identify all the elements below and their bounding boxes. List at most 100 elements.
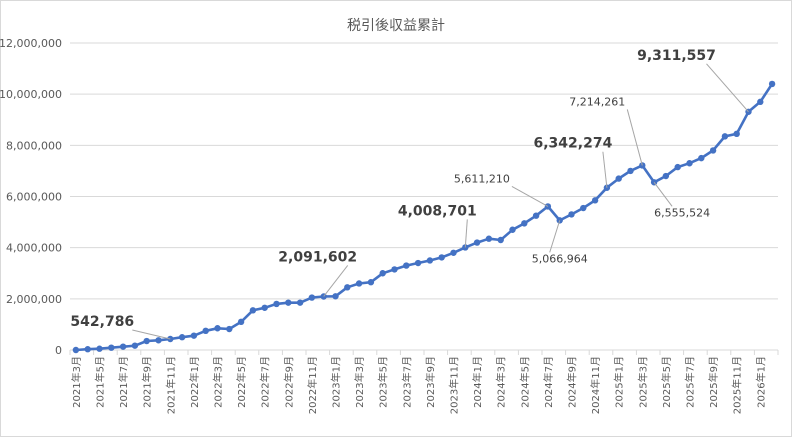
data-point (379, 270, 386, 277)
x-tick-label: 2023年3月 (353, 356, 366, 408)
data-label: 7,214,261 (569, 95, 625, 108)
data-point (627, 167, 634, 175)
y-tick-label: 2,000,000 (6, 293, 62, 306)
y-tick-label: 0 (55, 344, 62, 357)
x-tick-label: 2024年1月 (471, 356, 484, 408)
data-point (190, 332, 198, 339)
y-tick-label: 10,000,000 (0, 88, 62, 101)
leader-line (464, 219, 468, 248)
data-point (143, 337, 150, 345)
x-tick-label: 2025年5月 (660, 356, 673, 408)
data-point (214, 325, 221, 332)
data-point (509, 226, 516, 233)
data-point (285, 299, 292, 306)
data-point (521, 220, 528, 227)
data-point (131, 342, 139, 349)
data-point (261, 304, 268, 311)
x-tick-label: 2021年11月 (164, 356, 177, 414)
data-point (155, 337, 162, 344)
x-tick-label: 2022年9月 (282, 356, 295, 408)
x-tick-label: 2023年5月 (377, 356, 390, 408)
data-label: 5,611,210 (454, 172, 510, 185)
x-tick-label: 2022年3月 (212, 356, 225, 408)
data-point (591, 197, 599, 204)
data-label: 9,311,557 (637, 48, 716, 64)
x-tick-label: 2024年5月 (518, 356, 531, 408)
leader-line (132, 329, 171, 340)
x-tick-label: 2023年9月 (424, 356, 437, 408)
x-tick-label: 2023年1月 (330, 356, 343, 408)
data-point (273, 300, 280, 308)
leader-line (602, 151, 608, 188)
x-tick-label: 2022年5月 (235, 356, 248, 408)
data-point (226, 325, 233, 333)
leader-line (626, 109, 643, 166)
data-point (473, 239, 481, 246)
data-point (72, 346, 80, 354)
x-tick-label: 2023年7月 (400, 356, 413, 408)
data-point (296, 299, 304, 306)
x-tick-label: 2021年3月 (70, 356, 83, 408)
x-tick-label: 2025年11月 (731, 356, 744, 414)
data-label: 542,786 (70, 314, 134, 330)
data-point (615, 175, 622, 182)
x-tick-label: 2021年9月 (141, 356, 154, 408)
y-tick-label: 6,000,000 (6, 191, 62, 204)
x-tick-label: 2023年11月 (448, 356, 461, 414)
data-point (757, 98, 764, 106)
leader-line (706, 63, 749, 113)
data-point (768, 80, 776, 88)
data-point (580, 204, 587, 212)
data-label: 5,066,964 (532, 252, 588, 265)
x-tick-label: 2025年9月 (707, 356, 720, 408)
x-tick-label: 2024年9月 (566, 356, 579, 408)
data-point (686, 160, 693, 167)
data-point (355, 280, 363, 287)
leader-line (549, 220, 561, 253)
data-point (249, 307, 257, 314)
data-label: 4,008,701 (398, 203, 477, 219)
data-labels: 542,786 2,091,602 4,008,701 5,611,210 5,066,… (70, 48, 749, 340)
x-tick-label: 2026年1月 (754, 356, 767, 408)
data-point (698, 154, 705, 162)
data-point (497, 236, 504, 244)
y-axis-ticks: 0 2,000,000 4,000,000 6,000,000 8,000,000 10,… (0, 37, 62, 357)
data-point (96, 345, 103, 352)
y-tick-label: 8,000,000 (6, 139, 62, 152)
leader-line (653, 181, 673, 207)
data-point (733, 130, 740, 138)
data-point (344, 284, 351, 291)
data-point (426, 257, 434, 264)
data-point (202, 327, 209, 335)
data-point (709, 147, 717, 154)
data-point (332, 293, 339, 300)
x-tick-label: 2024年7月 (542, 356, 555, 408)
x-tick-label: 2024年11月 (589, 356, 602, 414)
x-tick-label: 2025年1月 (613, 356, 626, 408)
leader-line (323, 265, 349, 297)
data-point (662, 172, 670, 180)
x-axis-ticks: 2021年3月 2021年5月 2021年7月 2021年9月 2021年11月 2022… (69, 350, 779, 414)
data-point (532, 212, 540, 219)
data-point (485, 235, 493, 242)
y-tick-label: 4,000,000 (6, 242, 62, 255)
x-tick-label: 2022年7月 (259, 356, 272, 408)
data-label: 6,555,524 (654, 206, 710, 219)
data-point (119, 343, 127, 350)
x-tick-label: 2022年1月 (188, 356, 201, 408)
chart-title: 税引後収益累計 (347, 18, 445, 34)
data-label: 6,342,274 (533, 136, 612, 152)
data-point (674, 163, 681, 171)
data-point (403, 262, 410, 269)
x-tick-label: 2021年7月 (117, 356, 130, 408)
x-tick-label: 2024年3月 (495, 356, 508, 408)
data-point (721, 133, 729, 140)
data-point (414, 259, 422, 267)
series-layer (72, 80, 776, 354)
leader-line (511, 186, 549, 207)
data-point (367, 279, 375, 286)
x-tick-label: 2022年11月 (306, 356, 319, 414)
